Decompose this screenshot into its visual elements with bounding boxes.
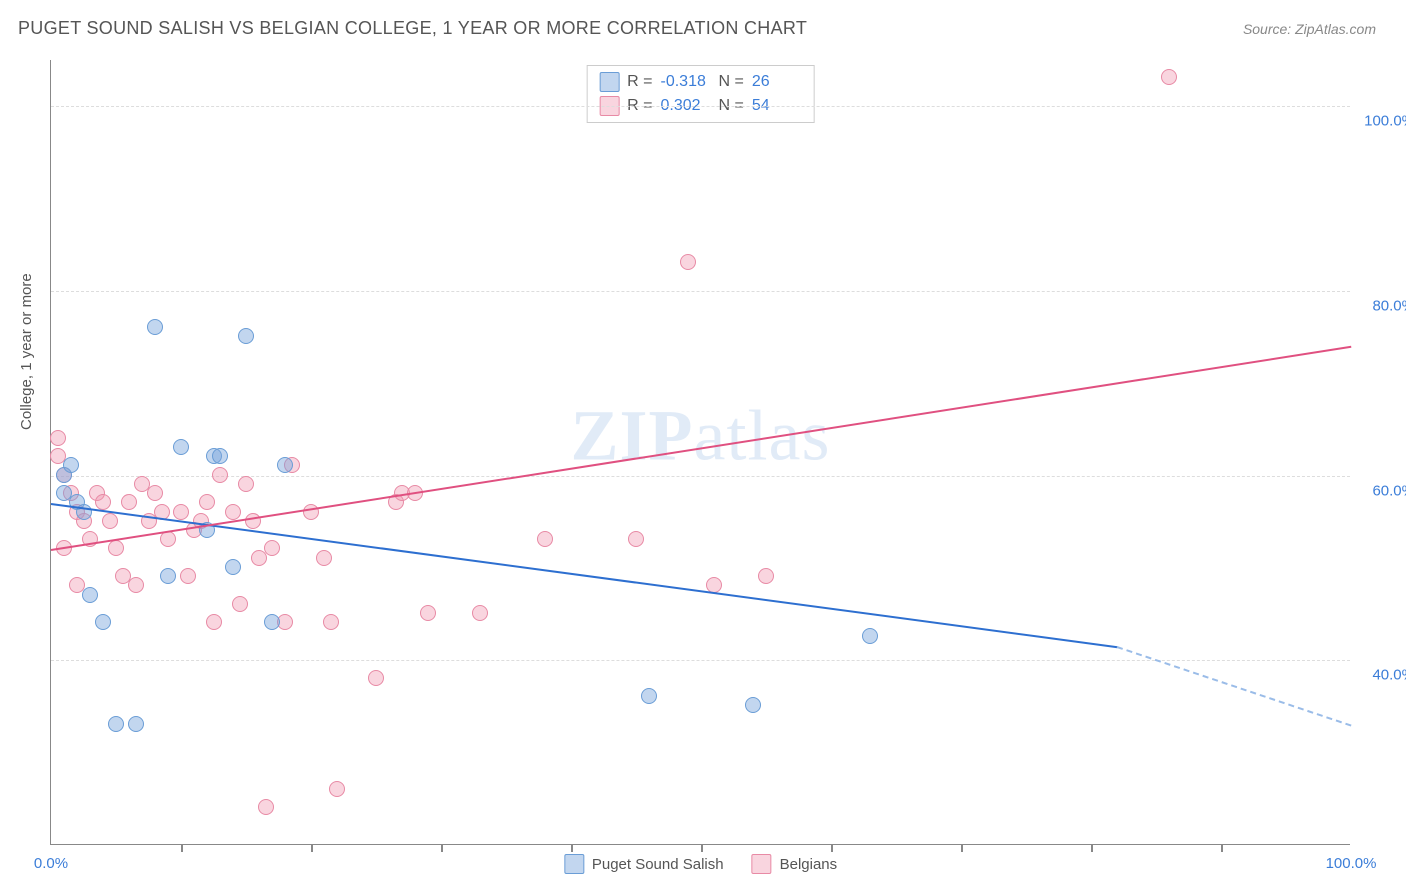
data-point-pink xyxy=(316,550,332,566)
legend-swatch-blue xyxy=(564,854,584,874)
data-point-pink xyxy=(102,513,118,529)
data-point-blue xyxy=(147,319,163,335)
data-point-pink xyxy=(323,614,339,630)
data-point-pink xyxy=(95,494,111,510)
data-point-blue xyxy=(238,328,254,344)
legend: Puget Sound Salish Belgians xyxy=(564,854,837,874)
data-point-pink xyxy=(50,430,66,446)
data-point-pink xyxy=(537,531,553,547)
data-point-pink xyxy=(199,494,215,510)
data-point-pink xyxy=(329,781,345,797)
x-tick xyxy=(961,844,963,852)
trendline xyxy=(1117,646,1352,726)
legend-label: Puget Sound Salish xyxy=(592,856,724,873)
data-point-blue xyxy=(160,568,176,584)
gridline xyxy=(51,291,1350,292)
data-point-blue xyxy=(95,614,111,630)
data-point-pink xyxy=(173,504,189,520)
gridline xyxy=(51,106,1350,107)
data-point-blue xyxy=(63,457,79,473)
x-tick xyxy=(181,844,183,852)
y-axis-title: College, 1 year or more xyxy=(18,273,35,430)
data-point-pink xyxy=(121,494,137,510)
data-point-blue xyxy=(128,716,144,732)
data-point-pink xyxy=(472,605,488,621)
data-point-pink xyxy=(258,799,274,815)
data-point-blue xyxy=(212,448,228,464)
legend-swatch-pink xyxy=(752,854,772,874)
watermark: ZIPatlas xyxy=(571,395,831,478)
data-point-pink xyxy=(238,476,254,492)
y-tick-label: 100.0% xyxy=(1364,113,1406,130)
r-value: -0.318 xyxy=(661,73,711,91)
y-tick-label: 60.0% xyxy=(1372,482,1406,499)
data-point-blue xyxy=(745,697,761,713)
data-point-blue xyxy=(862,628,878,644)
y-tick-label: 80.0% xyxy=(1372,297,1406,314)
stats-row-blue: R = -0.318 N = 26 xyxy=(599,70,802,94)
data-point-blue xyxy=(264,614,280,630)
x-tick xyxy=(311,844,313,852)
data-point-pink xyxy=(1161,69,1177,85)
data-point-pink xyxy=(420,605,436,621)
data-point-blue xyxy=(82,587,98,603)
data-point-pink xyxy=(160,531,176,547)
legend-label: Belgians xyxy=(780,856,838,873)
x-tick xyxy=(831,844,833,852)
data-point-pink xyxy=(212,467,228,483)
data-point-pink xyxy=(758,568,774,584)
legend-item-pink: Belgians xyxy=(752,854,838,874)
chart-plot-area: ZIPatlas R =-0.318N =26R =0.302N =54 Pug… xyxy=(50,60,1350,845)
x-tick xyxy=(701,844,703,852)
data-point-pink xyxy=(180,568,196,584)
data-point-pink xyxy=(206,614,222,630)
data-point-pink xyxy=(245,513,261,529)
data-point-pink xyxy=(232,596,248,612)
data-point-pink xyxy=(147,485,163,501)
chart-title: PUGET SOUND SALISH VS BELGIAN COLLEGE, 1… xyxy=(18,18,807,39)
r-label: R = xyxy=(627,73,652,91)
source-attribution: Source: ZipAtlas.com xyxy=(1243,21,1376,37)
legend-item-blue: Puget Sound Salish xyxy=(564,854,724,874)
x-tick xyxy=(571,844,573,852)
data-point-pink xyxy=(225,504,241,520)
x-tick-label: 0.0% xyxy=(34,855,68,872)
data-point-blue xyxy=(641,688,657,704)
x-tick xyxy=(1221,844,1223,852)
n-label: N = xyxy=(719,73,744,91)
data-point-blue xyxy=(225,559,241,575)
data-point-pink xyxy=(368,670,384,686)
data-point-blue xyxy=(108,716,124,732)
legend-swatch-blue xyxy=(599,72,619,92)
data-point-pink xyxy=(128,577,144,593)
correlation-stats-box: R =-0.318N =26R =0.302N =54 xyxy=(586,65,815,123)
data-point-pink xyxy=(628,531,644,547)
data-point-pink xyxy=(264,540,280,556)
data-point-pink xyxy=(108,540,124,556)
data-point-pink xyxy=(303,504,319,520)
data-point-blue xyxy=(173,439,189,455)
x-tick xyxy=(441,844,443,852)
n-value: 26 xyxy=(752,73,802,91)
x-tick-label: 100.0% xyxy=(1326,855,1377,872)
data-point-blue xyxy=(277,457,293,473)
data-point-pink xyxy=(680,254,696,270)
y-tick-label: 40.0% xyxy=(1372,667,1406,684)
x-tick xyxy=(1091,844,1093,852)
